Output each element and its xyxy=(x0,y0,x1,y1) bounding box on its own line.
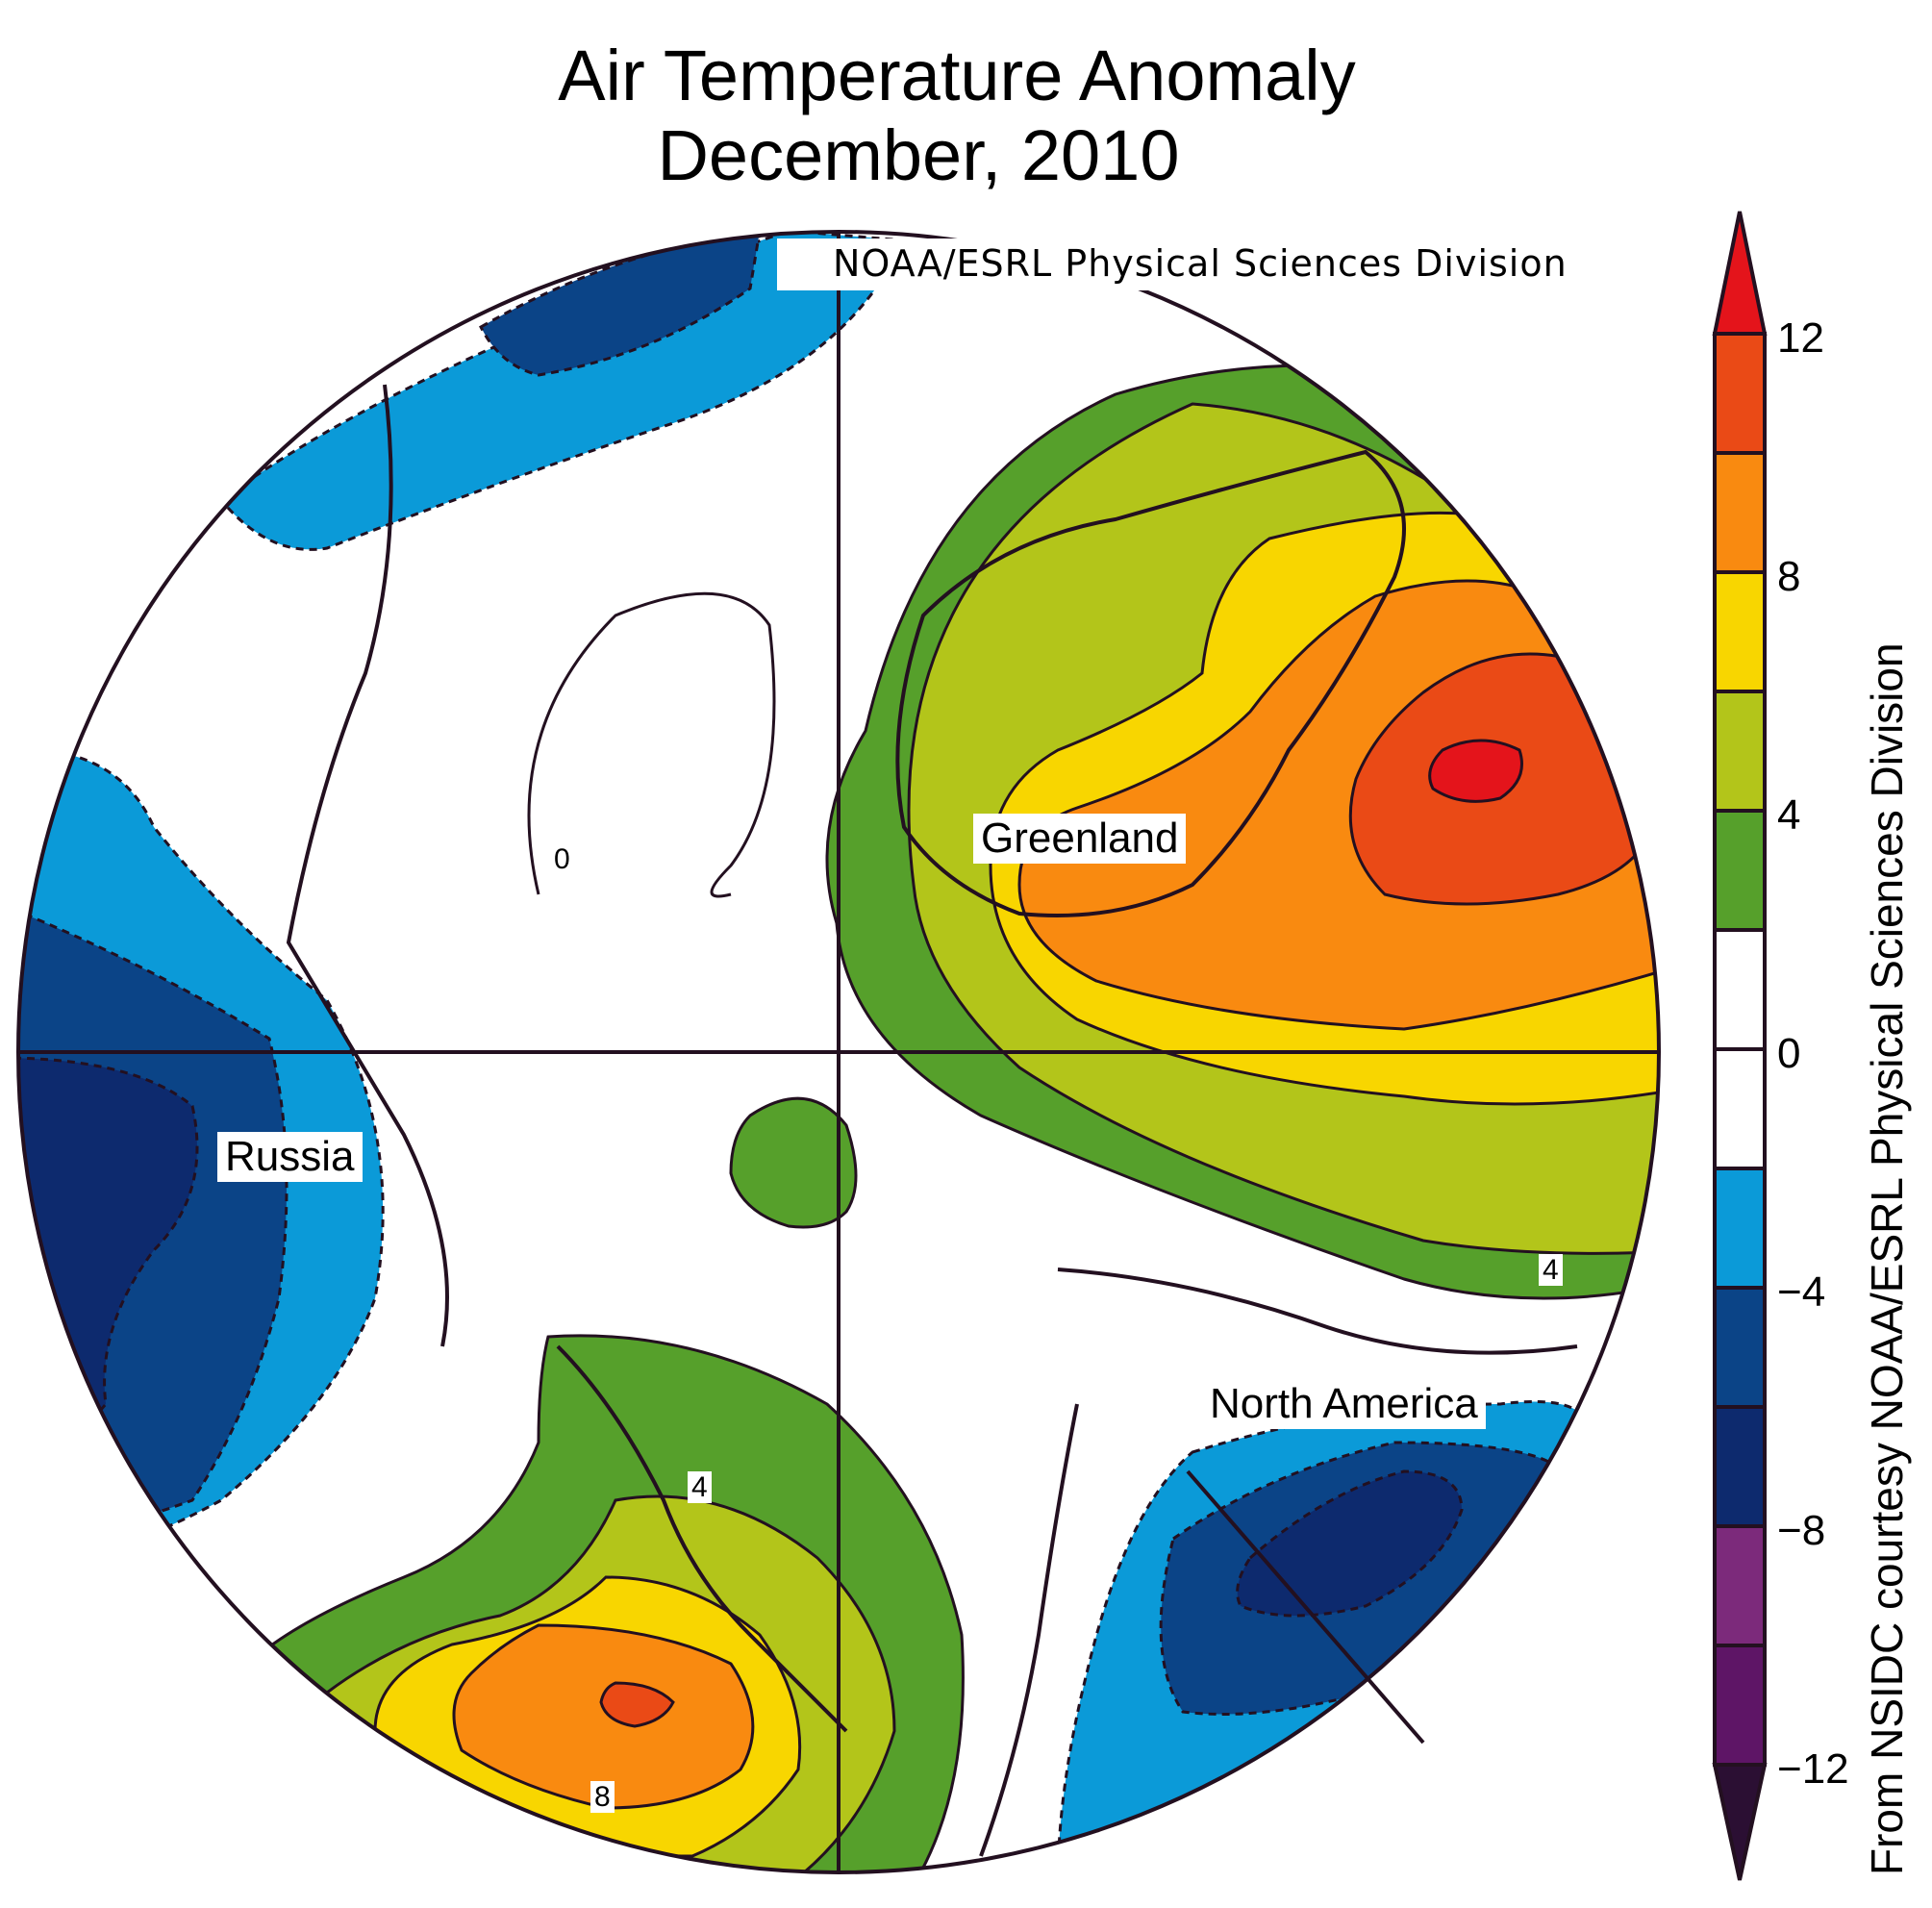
pos-anomaly-peak xyxy=(1428,739,1523,803)
colorbar-segment xyxy=(1713,809,1767,932)
side-credit: From NSIDC courtesy NOAA/ESRL Physical S… xyxy=(1862,642,1912,1875)
colorbar-segment xyxy=(1713,690,1767,813)
contour-label-0: 0 xyxy=(550,843,574,875)
colorbar-tick-neg12: −12 xyxy=(1777,1745,1849,1793)
colorbar-segment xyxy=(1713,1047,1767,1170)
colorbar xyxy=(1712,211,1768,1881)
colorbar-segment xyxy=(1713,332,1767,455)
colorbar-segment xyxy=(1713,1644,1767,1767)
pos-anomaly-bering-12 xyxy=(599,1681,675,1728)
map-border xyxy=(16,230,1661,1874)
neg-anomaly-na-core xyxy=(1236,1469,1464,1618)
coastline-greenland xyxy=(895,449,1406,917)
pos-anomaly-pole xyxy=(729,1096,858,1229)
colorbar-tick-neg8: −8 xyxy=(1777,1507,1826,1554)
coastline-na xyxy=(979,1268,1578,1857)
colorbar-arrow-bottom xyxy=(1712,1763,1768,1881)
colorbar-segment xyxy=(1713,570,1767,693)
colorbar-segment xyxy=(1713,1524,1767,1647)
coastline-russia xyxy=(286,384,449,1347)
contour-label-4-bottom: 4 xyxy=(688,1471,712,1503)
colorbar-arrow-top xyxy=(1712,211,1768,336)
pos-anomaly-bering-10 xyxy=(452,1623,755,1810)
map-title: Air Temperature Anomaly xyxy=(558,36,1356,115)
credit-box: NOAA/ESRL Physical Sciences Division xyxy=(777,238,1577,290)
neg-anomaly-top-core xyxy=(479,232,762,377)
map-subtitle: December, 2010 xyxy=(657,115,1180,195)
label-greenland: Greenland xyxy=(973,814,1187,865)
colorbar-tick-8: 8 xyxy=(1777,553,1801,600)
colorbar-tick-12: 12 xyxy=(1777,314,1824,362)
colorbar-segment xyxy=(1713,1167,1767,1290)
coastline-alaska xyxy=(556,1344,848,1733)
colorbar-tick-neg4: −4 xyxy=(1777,1268,1826,1316)
contour-label-4-right: 4 xyxy=(1539,1254,1563,1286)
colorbar-segment xyxy=(1713,928,1767,1051)
colorbar-segment xyxy=(1713,451,1767,574)
colorbar-tick-4: 4 xyxy=(1777,791,1801,839)
zero-contour xyxy=(527,591,776,898)
label-north-america: North America xyxy=(1202,1379,1486,1430)
graticule-diagonal xyxy=(1186,1469,1425,1745)
colorbar-segment xyxy=(1713,1286,1767,1409)
colorbar-tick-0: 0 xyxy=(1777,1030,1801,1077)
contour-label-8-bottom: 8 xyxy=(590,1781,615,1813)
label-russia: Russia xyxy=(217,1132,363,1183)
colorbar-segment xyxy=(1713,1405,1767,1528)
